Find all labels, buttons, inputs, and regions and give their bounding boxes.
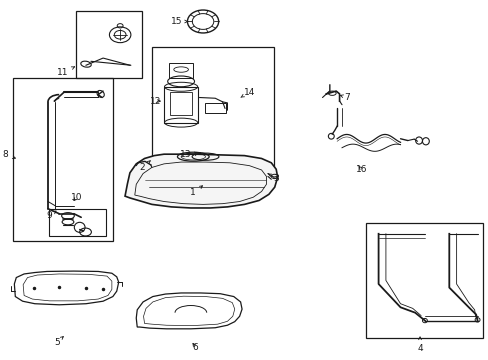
Text: 1: 1: [190, 186, 202, 197]
Text: 4: 4: [416, 337, 422, 353]
Text: 3: 3: [267, 174, 279, 183]
Text: 6: 6: [192, 343, 198, 352]
Text: 9: 9: [46, 211, 56, 220]
Bar: [205, 103, 225, 113]
Polygon shape: [125, 154, 277, 208]
Bar: [170, 92, 191, 116]
Bar: [163, 87, 198, 123]
Bar: [168, 63, 193, 78]
Text: 11: 11: [57, 67, 74, 77]
Bar: [13, 78, 113, 241]
Bar: [366, 223, 483, 338]
Text: 2: 2: [139, 161, 150, 172]
Text: 12: 12: [150, 96, 161, 105]
Bar: [49, 209, 105, 235]
Text: 10: 10: [70, 193, 82, 202]
Text: 16: 16: [355, 165, 366, 174]
Text: 13: 13: [180, 150, 191, 159]
Text: 7: 7: [340, 93, 349, 102]
Bar: [152, 47, 273, 169]
Text: 15: 15: [170, 17, 187, 26]
Text: 8: 8: [3, 150, 16, 159]
Bar: [76, 12, 142, 78]
Text: 14: 14: [241, 87, 255, 97]
Text: 5: 5: [54, 337, 63, 347]
